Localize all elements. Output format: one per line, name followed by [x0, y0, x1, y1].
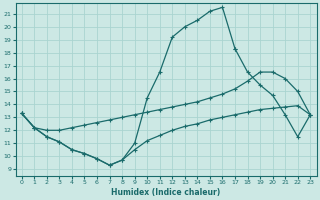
X-axis label: Humidex (Indice chaleur): Humidex (Indice chaleur): [111, 188, 221, 197]
